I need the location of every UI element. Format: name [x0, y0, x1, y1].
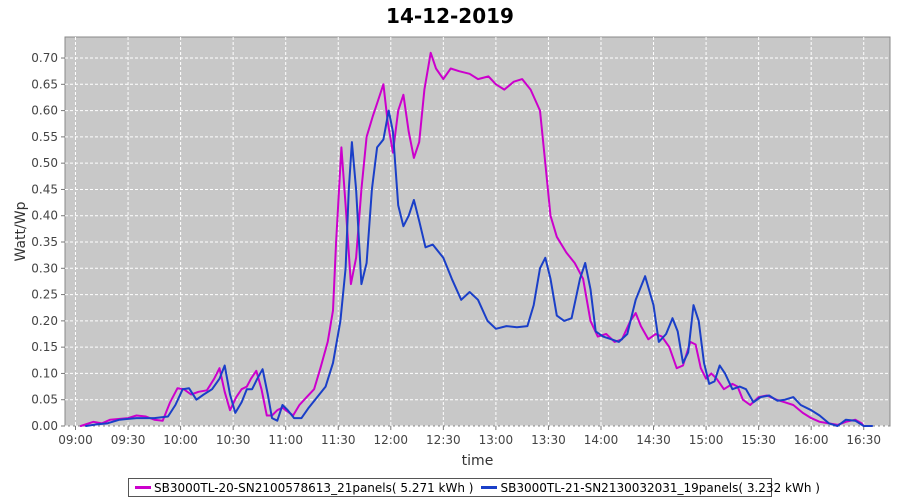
x-tick-label: 09:30	[111, 433, 146, 447]
x-tick-label: 11:30	[321, 433, 356, 447]
y-tick-label: 0.20	[31, 314, 58, 328]
x-tick-label: 16:30	[846, 433, 881, 447]
x-tick-label: 11:00	[268, 433, 303, 447]
x-tick-label: 10:00	[163, 433, 198, 447]
legend-swatch	[481, 486, 498, 489]
y-tick-label: 0.70	[31, 51, 58, 65]
y-axis: 0.00 0.05 0.10 0.15 0.20 0.25 0.30 0.35 0.40 0.45…	[31, 51, 65, 433]
x-tick-label: 13:00	[479, 433, 514, 447]
x-tick-label: 14:30	[636, 433, 671, 447]
series-line-1	[79, 51, 865, 427]
y-tick-label: 0.40	[31, 209, 58, 223]
y-tick-label: 0.25	[31, 288, 58, 302]
series-lines	[79, 51, 874, 427]
y-tick-label: 0.45	[31, 182, 58, 196]
legend-item-2: SB3000TL-21-SN2130032031_19panels( 3.232…	[481, 480, 820, 495]
legend: SB3000TL-20-SN2100578613_21panels( 5.271…	[128, 478, 820, 497]
x-tick-label: 10:30	[216, 433, 251, 447]
x-axis: 09:00 09:30 10:00 10:30 11:00 11:30 12:00 12:30…	[58, 426, 881, 447]
chart-title: 14-12-2019	[386, 4, 514, 28]
y-tick-label: 0.50	[31, 156, 58, 170]
series-line-2	[85, 109, 874, 427]
y-tick-label: 0.30	[31, 261, 58, 275]
y-tick-label: 0.05	[31, 393, 58, 407]
legend-item-1: SB3000TL-20-SN2100578613_21panels( 5.271…	[135, 481, 473, 495]
y-tick-label: 0.35	[31, 235, 58, 249]
x-tick-label: 15:30	[741, 433, 776, 447]
legend-label: SB3000TL-20-SN2100578613_21panels( 5.271…	[154, 480, 474, 495]
x-tick-label: 15:00	[689, 433, 724, 447]
x-axis-title: time	[462, 453, 494, 469]
y-tick-label: 0.10	[31, 366, 58, 380]
grid-lines	[65, 37, 890, 427]
y-tick-label: 0.00	[31, 419, 58, 433]
y-tick-label: 0.60	[31, 104, 58, 118]
x-tick-label: 13:30	[531, 433, 566, 447]
legend-swatch	[135, 486, 151, 489]
y-tick-label: 0.55	[31, 130, 58, 144]
x-tick-label: 12:00	[373, 433, 408, 447]
x-tick-label: 12:30	[426, 433, 461, 447]
y-tick-label: 0.65	[31, 77, 58, 91]
x-tick-label: 16:00	[794, 433, 829, 447]
y-tick-label: 0.15	[31, 340, 58, 354]
x-tick-label: 14:00	[584, 433, 619, 447]
legend-label: SB3000TL-21-SN2130032031_19panels( 3.232…	[500, 480, 820, 495]
plot-area	[64, 36, 891, 427]
x-tick-label: 09:00	[58, 433, 93, 447]
y-axis-title: Watt/Wp	[13, 201, 29, 261]
